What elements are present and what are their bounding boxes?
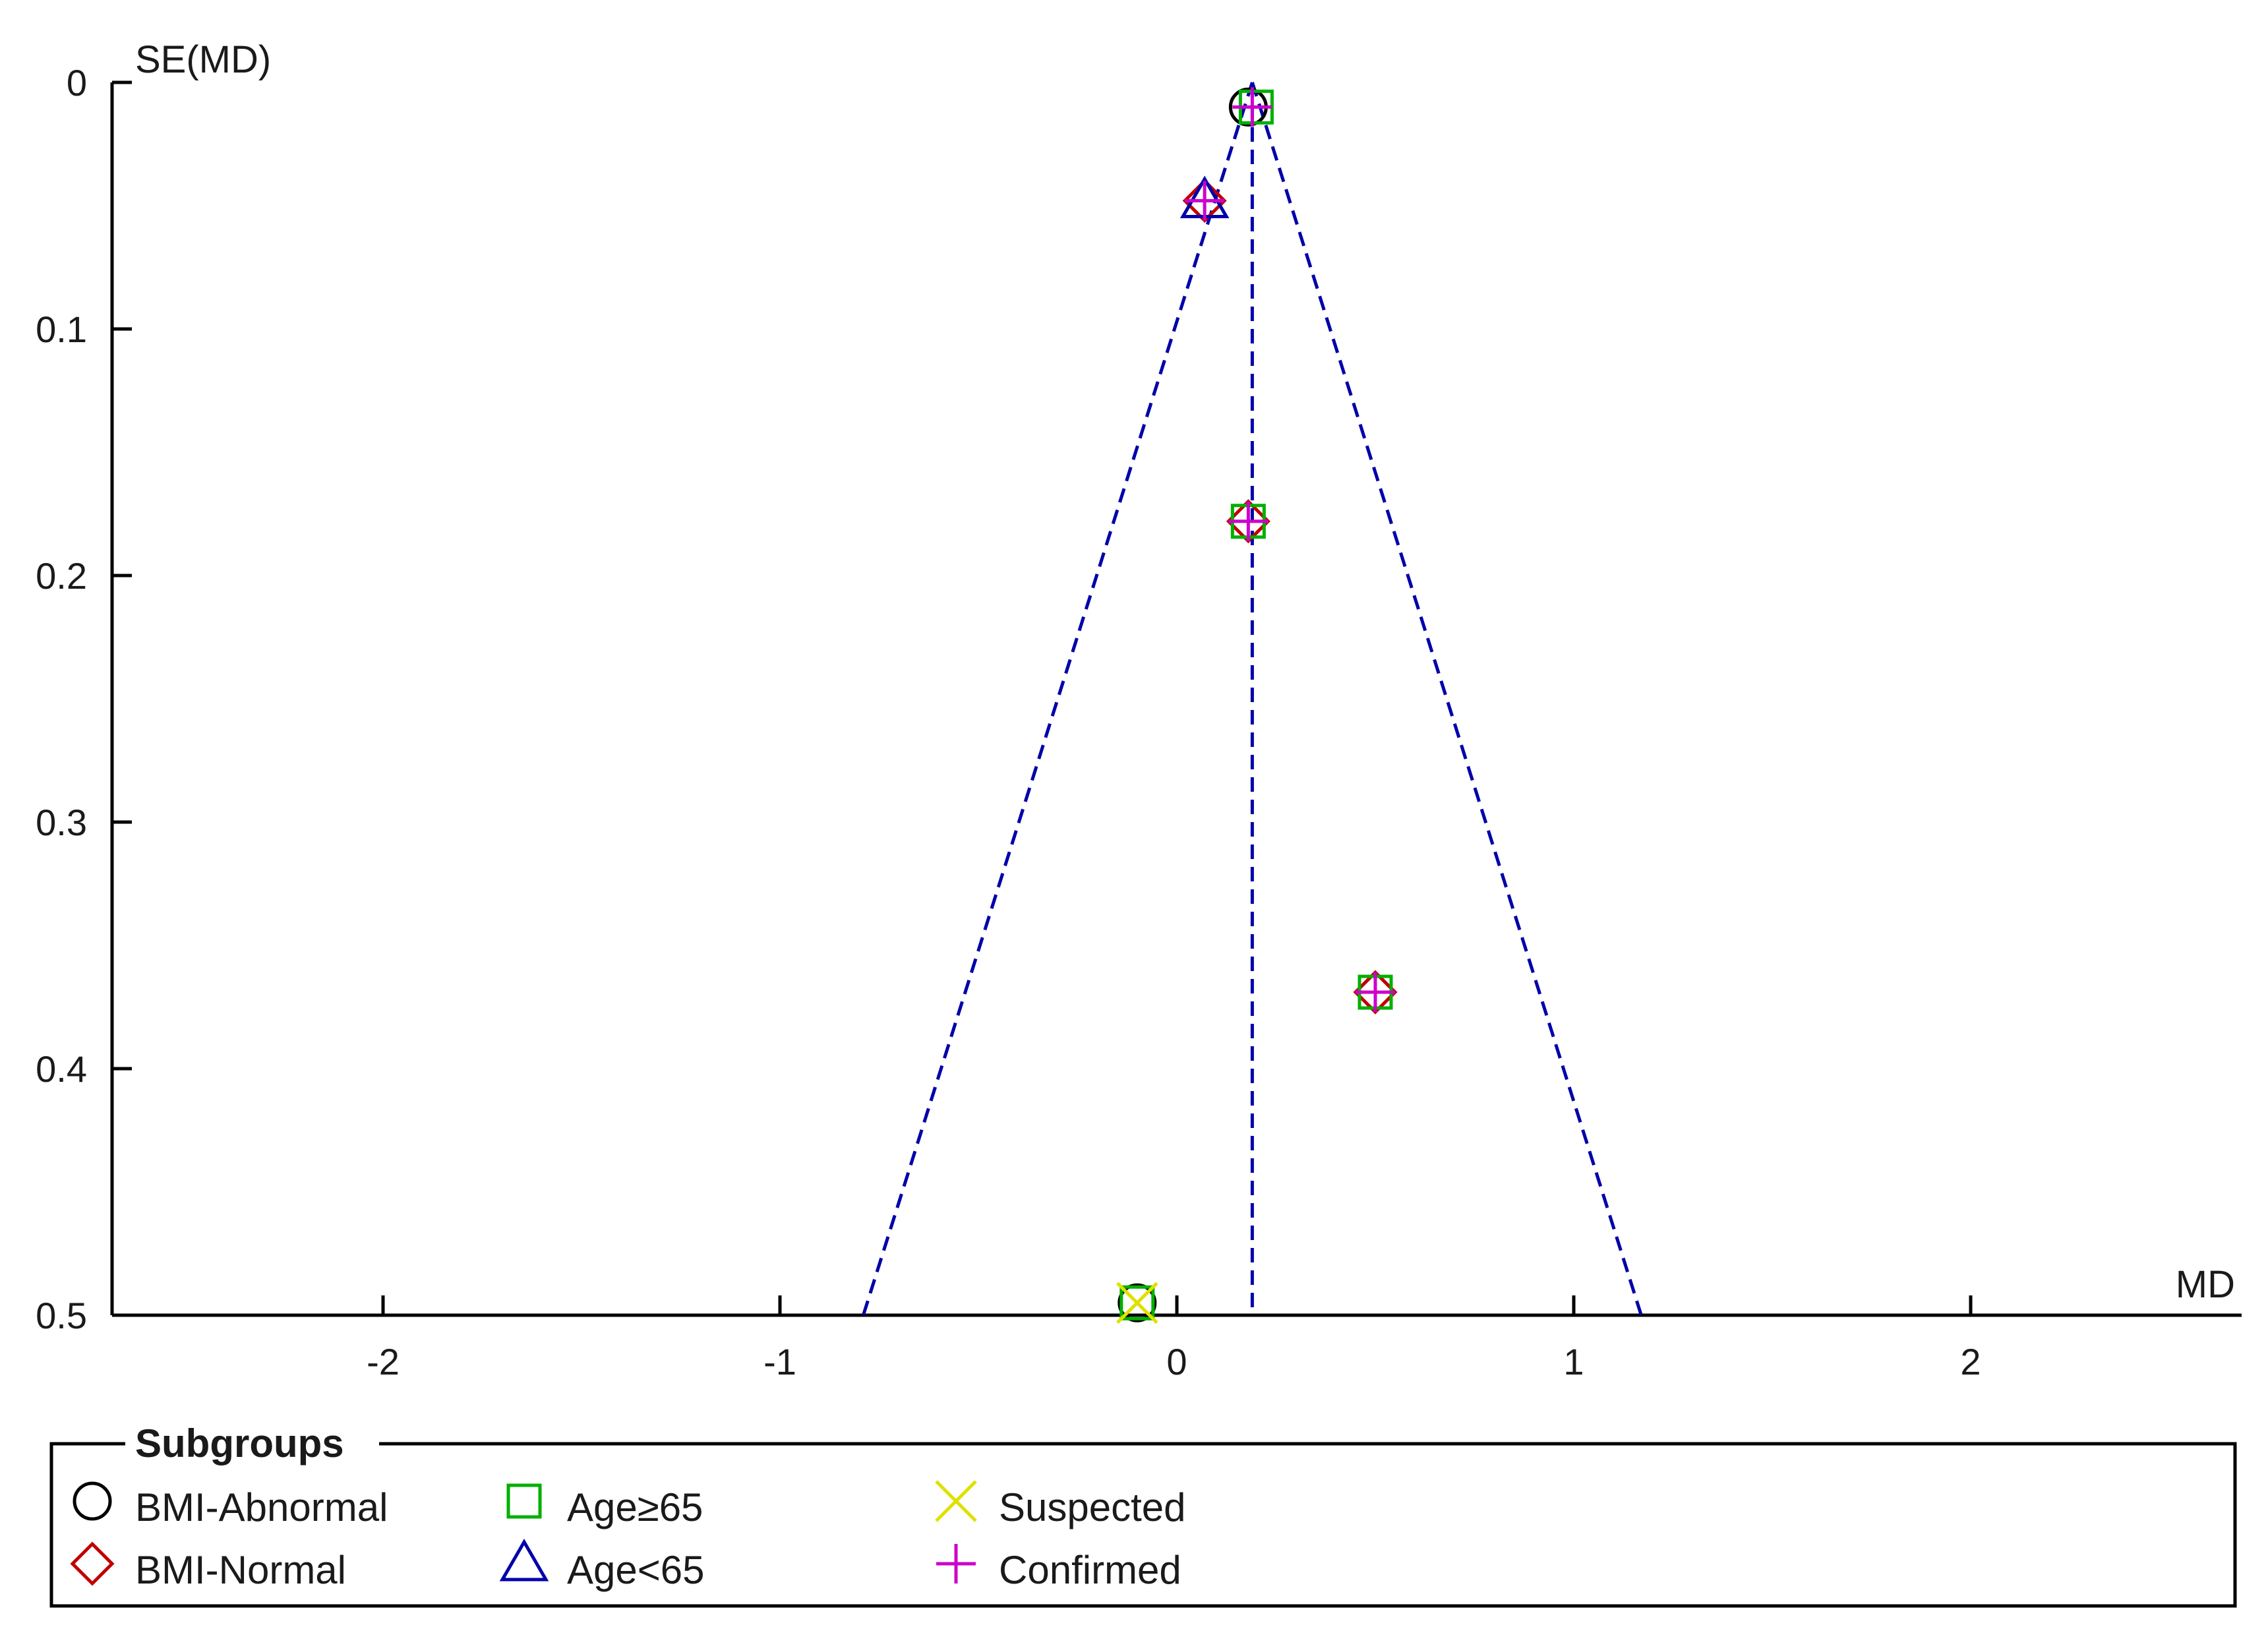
funnel-right-limit (1250, 82, 1643, 1316)
y-tick-label: 0.1 (36, 309, 87, 350)
point-x-suspected (1116, 1282, 1158, 1324)
legend-marker-suspected (935, 1480, 977, 1522)
x-tick-label: 2 (1960, 1341, 1981, 1382)
legend-label-confirmed: Confirmed (999, 1548, 1181, 1592)
legend-marker-confirmed (936, 1544, 976, 1584)
point-square-age-65 (1119, 1285, 1155, 1320)
y-tick-label: 0.2 (36, 555, 87, 597)
legend-label-bmi-abnormal: BMI-Abnormal (135, 1485, 388, 1529)
x-tick-label: -2 (367, 1341, 400, 1382)
legend-marker-bmi-normal (70, 1541, 115, 1586)
y-tick-label: 0 (67, 62, 87, 104)
legend-label-bmi-normal: BMI-Normal (135, 1548, 346, 1592)
y-tick-label: 0.4 (36, 1048, 87, 1090)
x-tick-label: 1 (1563, 1341, 1584, 1382)
legend-marker-age-65 (506, 1483, 542, 1519)
legend-label-age-65: Age≥65 (567, 1485, 703, 1529)
x-tick-label: -1 (763, 1341, 796, 1382)
legend-label-suspected: Suspected (999, 1485, 1186, 1529)
point-plus-confirmed (1232, 87, 1272, 127)
legend-marker-bmi-abnormal (73, 1481, 112, 1521)
axes: 0 0.1 0.2 0.3 0.4 0.5 -2 -1 0 1 2 (36, 62, 2242, 1382)
point-plus-confirmed (1185, 181, 1225, 221)
funnel-lines (862, 82, 1643, 1316)
legend-box (49, 1442, 2237, 1608)
legend-title: Subgroups (135, 1421, 344, 1466)
point-plus-confirmed (1356, 972, 1395, 1013)
legend: Subgroups BMI-Abnormal BMI-Normal Age≥65 Age… (49, 1417, 2237, 1608)
y-axis-title: SE(MD) (135, 38, 271, 81)
legend-label-age-65: Age<65 (567, 1548, 705, 1592)
y-tick-label: 0.5 (36, 1295, 87, 1336)
data-points (1116, 87, 1398, 1324)
legend-marker-age-65 (499, 1539, 549, 1582)
funnel-left-limit (862, 82, 1254, 1316)
x-axis-title: MD (2176, 1263, 2235, 1306)
point-circle-bmi-abnormal (1118, 1283, 1157, 1322)
legend-title-backdrop (125, 1417, 379, 1470)
point-plus-confirmed (1228, 501, 1268, 541)
x-tick-label: 0 (1166, 1341, 1187, 1382)
y-tick-label: 0.3 (36, 802, 87, 843)
